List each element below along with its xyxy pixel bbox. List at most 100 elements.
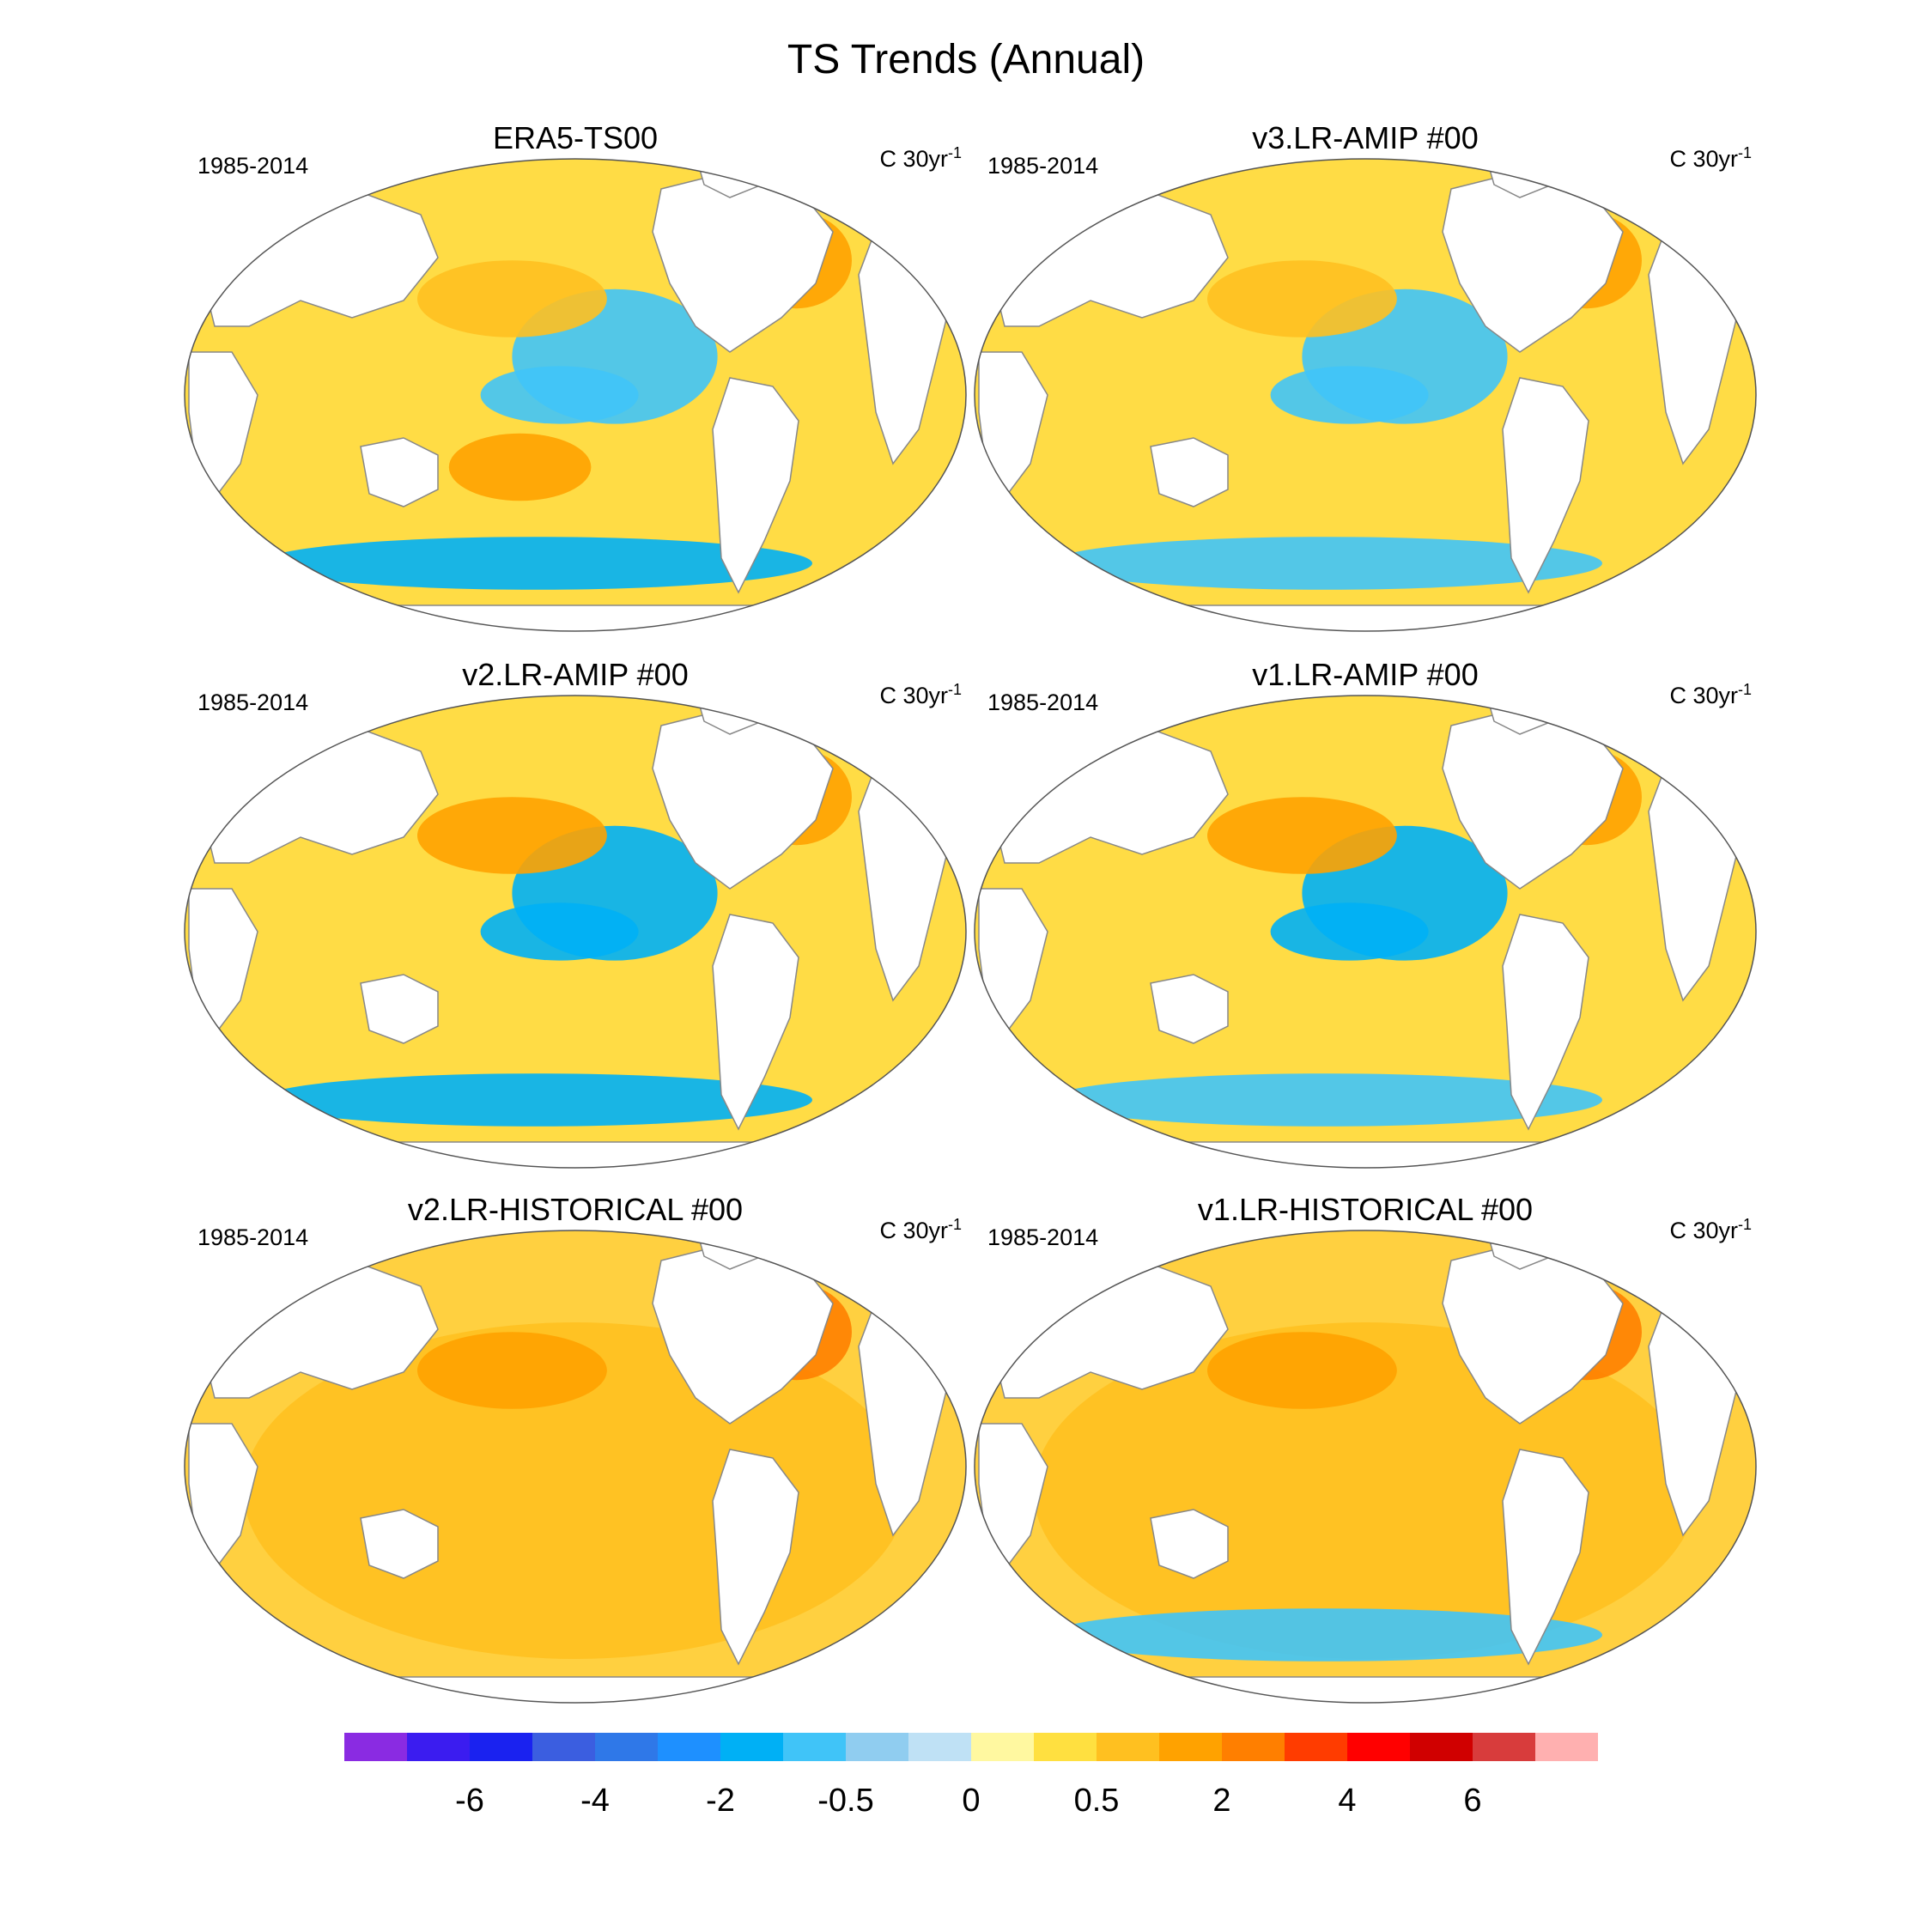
landmass (360, 437, 439, 507)
map-field (975, 696, 1756, 1168)
panel-period: 1985-2014 (987, 1224, 1099, 1250)
colorbar-swatch (1347, 1733, 1410, 1761)
map-border (974, 1230, 1757, 1704)
panel-units: C 30yr-1 (1669, 144, 1752, 173)
landmass (712, 914, 799, 1131)
panel-period: 1985-2014 (197, 1224, 309, 1250)
landmass (188, 351, 258, 500)
colorbar-swatch (344, 1733, 407, 1761)
panel-title: v1.LR-HISTORICAL #00 (1197, 1192, 1534, 1227)
landmass (360, 1509, 439, 1579)
colorbar-swatch (595, 1733, 658, 1761)
trend-map (184, 158, 967, 632)
trend-map (974, 158, 1757, 632)
colorbar-tick-label: 4 (1338, 1783, 1356, 1819)
colorbar-swatch (1410, 1733, 1473, 1761)
colorbar-swatch (470, 1733, 532, 1761)
map-border (974, 695, 1757, 1169)
panel-period: 1985-2014 (197, 153, 309, 179)
trend-region (1207, 1332, 1397, 1409)
panel-units: C 30yr-1 (879, 681, 962, 709)
colorbar-tick-label: -0.5 (817, 1783, 873, 1819)
map-panel-v1-historical: v1.LR-HISTORICAL #00 1985-2014 C 30yr-1 (970, 1192, 1760, 1707)
landmass (1150, 974, 1229, 1044)
panel-title: ERA5-TS00 (492, 120, 659, 155)
panel-title: v2.LR-AMIP #00 (462, 657, 689, 692)
panel-period: 1985-2014 (987, 690, 1099, 715)
trend-map (974, 1230, 1757, 1704)
trend-region (480, 902, 639, 961)
trend-region (417, 260, 607, 337)
colorbar-tick-label: -4 (580, 1783, 610, 1819)
trend-region (1207, 260, 1397, 337)
panel-title: v1.LR-AMIP #00 (1252, 657, 1479, 692)
panel-units: C 30yr-1 (879, 1216, 962, 1244)
colorbar-tick-label: 6 (1463, 1783, 1481, 1819)
landmass (188, 1423, 258, 1571)
units-label: C 30yr (879, 683, 948, 708)
units-label: C 30yr (879, 1218, 948, 1243)
panel-units: C 30yr-1 (879, 144, 962, 173)
trend-map (184, 1230, 967, 1704)
colorbar-swatch (1097, 1733, 1159, 1761)
landmass (712, 377, 799, 594)
landmass (360, 974, 439, 1044)
colorbar-swatch (1034, 1733, 1097, 1761)
colorbar-tick-label: -6 (455, 1783, 484, 1819)
landmass (1502, 914, 1589, 1131)
units-label: C 30yr (1669, 1218, 1738, 1243)
colorbar-swatch (1222, 1733, 1285, 1761)
units-exponent: -1 (947, 681, 962, 698)
units-label: C 30yr (1669, 146, 1738, 172)
units-exponent: -1 (947, 144, 962, 161)
trend-region (1270, 902, 1429, 961)
map-border (184, 158, 967, 632)
landmass (978, 1423, 1048, 1571)
map-field (975, 1230, 1756, 1703)
colorbar-tick-label: -2 (706, 1783, 735, 1819)
colorbar-swatch (1473, 1733, 1535, 1761)
trend-region (1065, 1240, 1160, 1270)
map-border (184, 695, 967, 1169)
map-border (974, 158, 1757, 632)
units-exponent: -1 (1737, 1216, 1752, 1233)
colorbar-swatch (532, 1733, 595, 1761)
map-field (185, 1230, 966, 1703)
trend-region (417, 797, 607, 874)
colorbar-swatch (1285, 1733, 1347, 1761)
landmass (188, 888, 258, 1036)
colorbar-swatch (1159, 1733, 1222, 1761)
landmass (978, 351, 1048, 500)
panel-units: C 30yr-1 (1669, 681, 1752, 709)
colorbar-swatch (720, 1733, 783, 1761)
map-field (975, 159, 1756, 631)
landmass (1150, 1509, 1229, 1579)
map-field (185, 696, 966, 1168)
panel-period: 1985-2014 (987, 153, 1099, 179)
panel-units: C 30yr-1 (1669, 1216, 1752, 1244)
map-panel-v2-amip: v2.LR-AMIP #00 1985-2014 C 30yr-1 (180, 657, 970, 1172)
trend-map (974, 695, 1757, 1169)
landmass (1150, 437, 1229, 507)
colorbar-swatch (407, 1733, 470, 1761)
map-panel-era5: ERA5-TS00 1985-2014 C 30yr-1 (180, 120, 970, 635)
trend-region (1049, 1608, 1602, 1662)
colorbar-swatch (783, 1733, 846, 1761)
map-border (184, 1230, 967, 1704)
colorbar-tick-label: 0.5 (1074, 1783, 1120, 1819)
colorbar-tick-label: 2 (1212, 1783, 1230, 1819)
map-panel-v1-amip: v1.LR-AMIP #00 1985-2014 C 30yr-1 (970, 657, 1760, 1172)
trend-region (1049, 1073, 1602, 1127)
units-exponent: -1 (947, 1216, 962, 1233)
landmass (712, 1449, 799, 1666)
trend-map (184, 695, 967, 1169)
panel-title: v2.LR-HISTORICAL #00 (407, 1192, 744, 1227)
map-panel-v2-historical: v2.LR-HISTORICAL #00 1985-2014 C 30yr-1 (180, 1192, 970, 1707)
landmass (1502, 1449, 1589, 1666)
colorbar-swatch (658, 1733, 720, 1761)
units-exponent: -1 (1737, 681, 1752, 698)
trend-region (1270, 366, 1429, 424)
figure-title: TS Trends (Annual) (787, 37, 1145, 82)
units-exponent: -1 (1737, 144, 1752, 161)
units-label: C 30yr (1669, 683, 1738, 708)
